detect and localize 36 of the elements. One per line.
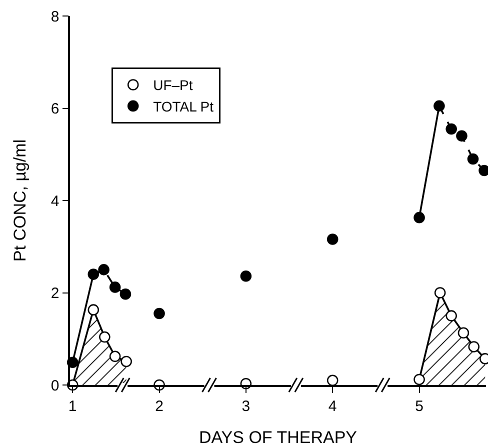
point	[88, 304, 100, 316]
x-tick-label: 5	[415, 398, 424, 415]
point	[458, 327, 470, 339]
y-tick-label: 8	[50, 8, 60, 26]
y-tick-label: 0	[50, 377, 60, 394]
point	[109, 282, 121, 293]
x-tick-label: 3	[242, 398, 250, 415]
point	[109, 350, 121, 362]
point	[434, 100, 445, 112]
x-axis-title: DAYS OF THERAPY	[198, 428, 358, 447]
point	[326, 234, 338, 245]
point	[414, 374, 425, 386]
point	[456, 130, 468, 142]
point	[88, 268, 100, 280]
point	[434, 287, 446, 298]
y-tick-label: 4	[50, 192, 60, 210]
point	[446, 310, 457, 322]
y-tick-label: 2	[50, 285, 60, 302]
y-axis-title: Pt CONC, µg/ml	[10, 139, 30, 262]
legend-label: TOTAL Pt	[153, 98, 214, 114]
point	[326, 374, 338, 386]
point	[120, 356, 132, 368]
point	[414, 212, 425, 224]
point	[120, 288, 132, 300]
legend-label: UF–Pt	[153, 77, 193, 94]
point	[154, 308, 165, 320]
point	[467, 153, 479, 165]
x-tick-label: 2	[155, 398, 164, 415]
y-tick-label: 6	[50, 100, 60, 118]
x-tick-label: 1	[68, 398, 77, 415]
point	[240, 270, 252, 282]
x-tick-label: 4	[328, 398, 337, 415]
point	[99, 331, 110, 343]
point	[468, 341, 480, 352]
point	[98, 264, 110, 276]
point	[446, 123, 457, 135]
